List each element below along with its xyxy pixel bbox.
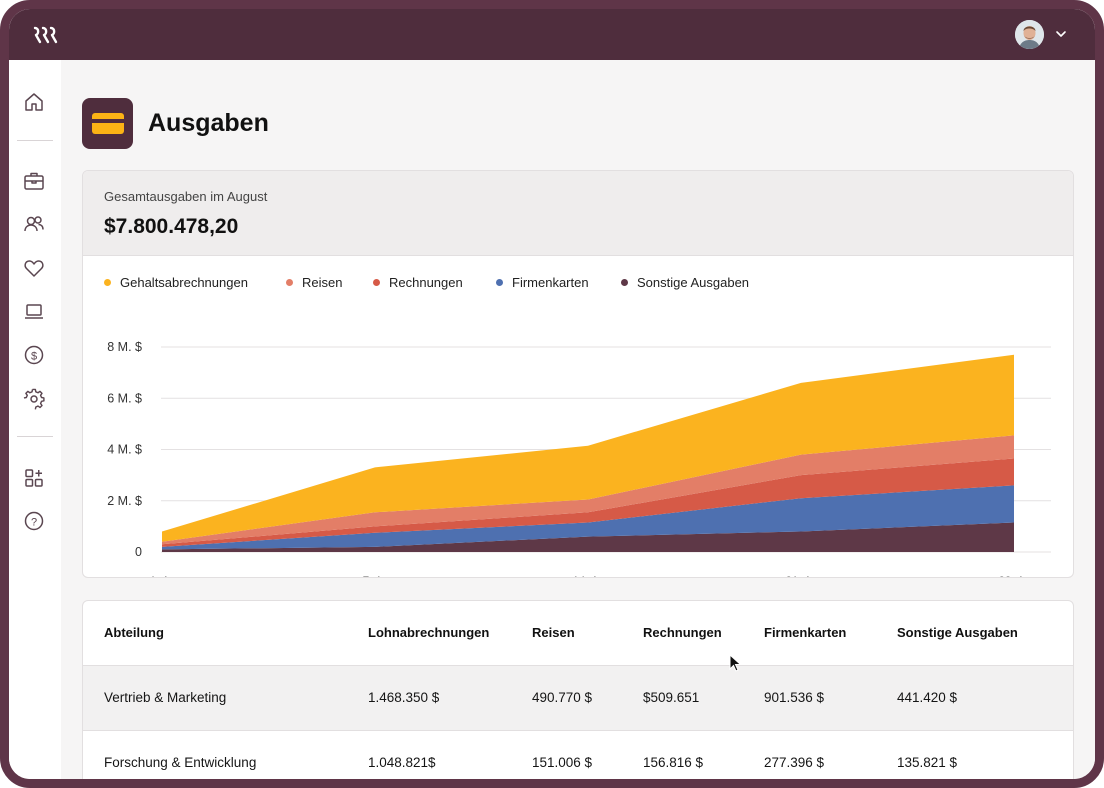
y-tick-label: 0 (135, 545, 142, 559)
table-cell: 1.048.821$ (368, 755, 436, 770)
credit-card-icon (82, 98, 133, 149)
legend-item-gehaltsabrechnungen[interactable]: Gehaltsabrechnungen (104, 274, 248, 290)
main-content: Ausgaben Gesamtausgaben im August $7.800… (61, 60, 1095, 779)
table-cell: 441.420 $ (897, 690, 958, 705)
y-tick-label: 4 M. $ (107, 443, 142, 457)
column-header[interactable]: Firmenkarten (764, 625, 847, 640)
x-tick-label: 21. Aug (785, 576, 824, 578)
legend-label: Sonstige Ausgaben (637, 274, 750, 290)
area-rechnungen (162, 458, 1014, 547)
table-cell: 901.536 $ (764, 690, 825, 705)
stacked-area-chart: 8 M. $ 6 M. $ 4 M. $ 2 M. $ 0 1. Aug 7. Aug 14.… (107, 340, 1051, 578)
legend-label: Gehaltsabrechnungen (120, 274, 248, 290)
department-table: Abteilung Lohnabrechnungen Reisen Rechnunge… (82, 600, 1074, 779)
x-tick-label: 1. Aug (150, 576, 183, 578)
y-tick-label: 6 M. $ (107, 391, 142, 405)
laptop-icon[interactable] (22, 300, 46, 324)
chevron-down-icon[interactable] (1054, 27, 1068, 41)
legend-label: Rechnungen (389, 274, 463, 290)
column-header[interactable]: Sonstige Ausgaben (897, 625, 1018, 640)
dollar-circle-icon[interactable]: $ (22, 343, 46, 367)
column-header[interactable]: Lohnabrechnungen (368, 625, 490, 640)
legend-item-firmenkarten[interactable]: Firmenkarten (496, 274, 589, 290)
legend-dot (621, 278, 628, 286)
column-header[interactable]: Reisen (532, 625, 575, 640)
legend-label: Reisen (302, 274, 343, 290)
legend-dot (104, 278, 111, 286)
expenses-chart-card: Gesamtausgaben im August $7.800.478,20 G… (82, 170, 1074, 578)
briefcase-icon[interactable] (22, 169, 46, 193)
legend-dot (496, 278, 503, 286)
people-icon[interactable] (22, 212, 46, 236)
summary-total: $7.800.478,20 (104, 215, 239, 238)
add-apps-icon[interactable] (22, 466, 46, 490)
brand-logo-icon[interactable] (33, 25, 59, 45)
area-sonstige-ausgaben (162, 522, 1014, 552)
area-gehaltsabrechnungen (162, 354, 1014, 542)
sidebar-divider (17, 140, 53, 141)
summary-label: Gesamtausgaben im August (104, 189, 268, 204)
legend-label: Firmenkarten (512, 274, 589, 290)
sidebar-divider (17, 436, 53, 437)
table-row[interactable]: Vertrieb & Marketing 1.468.350 $ 490.770 $… (83, 665, 1073, 730)
table-cell: 1.468.350 $ (368, 690, 440, 705)
legend-item-sonstige-ausgaben[interactable]: Sonstige Ausgaben (621, 274, 749, 290)
table-cell: 151.006 $ (532, 755, 593, 770)
table-cell: 156.816 $ (643, 755, 704, 770)
page-title: Ausgaben (148, 109, 269, 137)
legend-item-rechnungen[interactable]: Rechnungen (373, 274, 463, 290)
table-cell: 135.821 $ (897, 755, 958, 770)
table-cell: 490.770 $ (532, 690, 593, 705)
x-tick-label: 7. Aug (363, 576, 396, 578)
column-header[interactable]: Abteilung (104, 625, 164, 640)
mouse-cursor-icon (729, 654, 742, 672)
legend-dot (373, 278, 380, 286)
top-bar (9, 9, 1095, 60)
table-cell: Forschung & Entwicklung (104, 755, 257, 770)
column-header[interactable]: Rechnungen (643, 625, 722, 640)
x-tick-label: 28. Aug (998, 576, 1037, 578)
gear-icon[interactable] (22, 387, 46, 411)
svg-text:$: $ (31, 351, 37, 363)
area-firmenkarten (162, 485, 1014, 550)
y-tick-label: 8 M. $ (107, 340, 142, 354)
table-cell: 277.396 $ (764, 755, 825, 770)
table-row[interactable]: Forschung & Entwicklung 1.048.821$ 151.006… (83, 730, 1073, 779)
y-tick-label: 2 M. $ (107, 494, 142, 508)
summary-header: Gesamtausgaben im August $7.800.478,20 (83, 171, 1073, 256)
area-reisen (162, 435, 1014, 545)
legend-item-reisen[interactable]: Reisen (286, 274, 342, 290)
sidebar: $ ? (9, 60, 61, 779)
x-tick-label: 14. Aug (572, 576, 611, 578)
legend-dot (286, 278, 293, 286)
home-icon[interactable] (22, 90, 46, 114)
table-cell: $509.651 (643, 690, 700, 705)
svg-text:?: ? (31, 517, 37, 529)
user-avatar[interactable] (1015, 20, 1044, 49)
heart-icon[interactable] (22, 256, 46, 280)
help-icon[interactable]: ? (22, 509, 46, 533)
table-cell: Vertrieb & Marketing (104, 690, 227, 705)
